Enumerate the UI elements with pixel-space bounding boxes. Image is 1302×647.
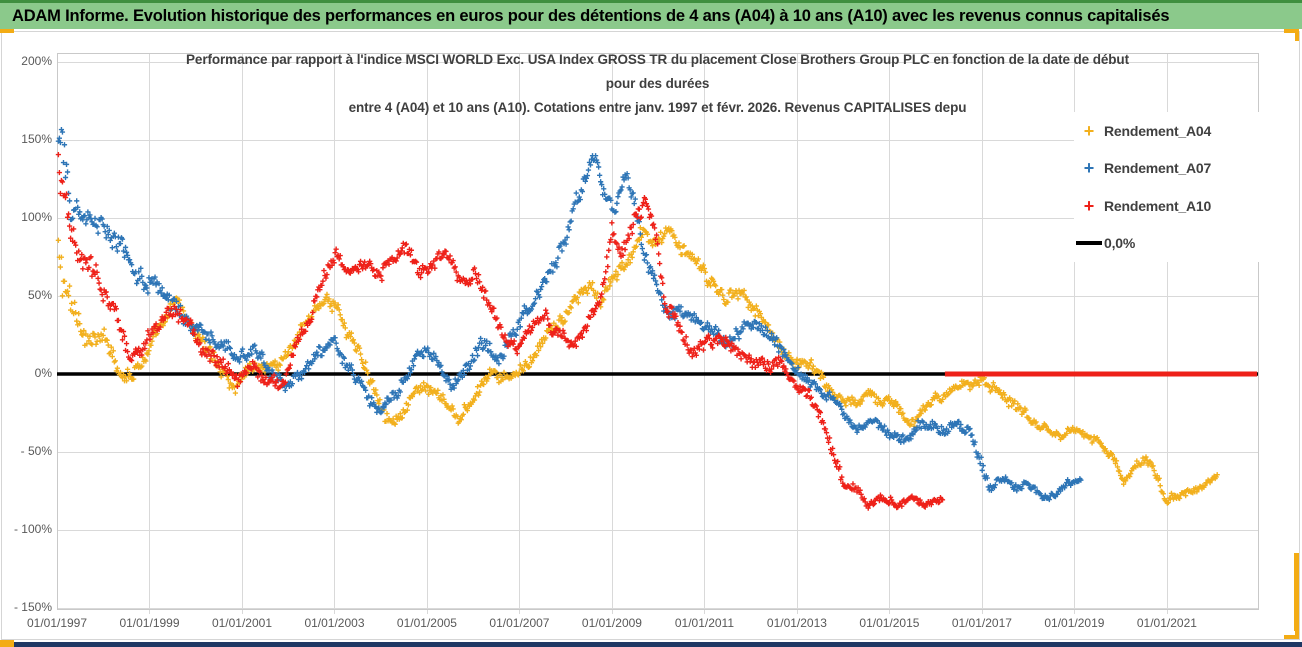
y-axis-tick-label: - 150%	[13, 600, 52, 614]
legend-label: Rendement_A04	[1104, 122, 1212, 139]
plus-marker-icon: +	[1083, 195, 1095, 216]
y-axis-tick-label: - 50%	[20, 444, 52, 458]
gold-accent-right-bar	[1294, 553, 1299, 631]
chart-legend: + Rendement_A04 + Rendement_A07 + Rendement_A…	[1074, 112, 1262, 262]
x-axis-tick-label: 01/01/2015	[859, 616, 920, 630]
x-axis-tick-label: 01/01/2005	[396, 616, 457, 630]
x-axis-tick-label: 01/01/2021	[1136, 616, 1197, 630]
x-axis-tick-label: 01/01/2013	[766, 616, 827, 630]
legend-item-rendement-a10[interactable]: + Rendement_A10	[1074, 187, 1262, 225]
x-axis-tick-label: 01/01/2019	[1044, 616, 1105, 630]
legend-item-rendement-a07[interactable]: + Rendement_A07	[1074, 150, 1262, 188]
y-axis-tick-label: 50%	[27, 288, 52, 302]
x-axis-tick-label: 01/01/2011	[674, 616, 735, 630]
gold-accent-top-left	[0, 29, 14, 33]
gold-accent-corner-bottom-right	[1284, 626, 1299, 639]
plus-marker-icon: +	[1083, 158, 1095, 179]
legend-item-rendement-a04[interactable]: + Rendement_A04	[1074, 112, 1262, 150]
zero-line-swatch-icon	[1076, 241, 1102, 246]
legend-item-0-0-[interactable]: 0,0%	[1074, 225, 1262, 263]
y-axis-tick-label: 0%	[34, 366, 52, 380]
x-axis-tick-label: 01/01/2009	[581, 616, 642, 630]
y-axis-tick-label: - 100%	[13, 522, 52, 536]
gold-accent-corner-top-right	[1284, 29, 1299, 41]
x-axis-tick-label: 01/01/2001	[211, 616, 272, 630]
x-axis-tick-label: 01/01/2003	[304, 616, 365, 630]
x-axis-tick-label: 01/01/1997	[26, 616, 88, 630]
legend-label: Rendement_A10	[1104, 197, 1212, 214]
legend-label: Rendement_A07	[1104, 160, 1212, 177]
x-axis-tick-label: 01/01/2017	[951, 616, 1012, 630]
window-bottom-edge	[0, 642, 1302, 647]
legend-label: 0,0%	[1104, 235, 1136, 252]
y-axis-tick-label: 150%	[21, 132, 52, 146]
y-axis-tick-label: 100%	[21, 210, 52, 224]
plus-marker-icon: +	[1083, 120, 1095, 141]
y-axis-tick-label: 200%	[21, 54, 52, 68]
gold-accent-bottom-left	[0, 640, 14, 647]
x-axis-tick-label: 01/01/1999	[119, 616, 180, 630]
x-axis-tick-label: 01/01/2007	[489, 616, 550, 630]
